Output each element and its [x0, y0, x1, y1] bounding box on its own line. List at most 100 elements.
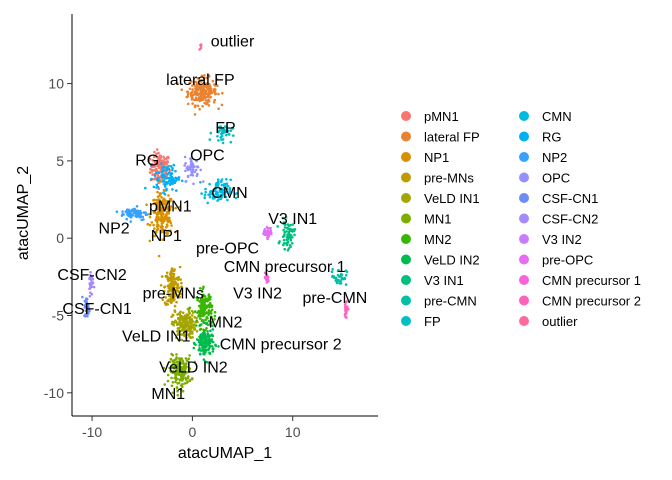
point: [229, 140, 233, 144]
point: [200, 305, 204, 309]
point: [177, 178, 181, 181]
point: [174, 380, 177, 384]
point: [87, 308, 91, 312]
point: [230, 191, 233, 194]
point: [171, 320, 174, 324]
cluster-label: VeLD IN1: [122, 329, 191, 346]
legend-swatch: [401, 254, 411, 265]
point: [188, 306, 192, 310]
point: [210, 338, 214, 341]
point: [201, 295, 204, 298]
point: [206, 330, 209, 333]
point: [192, 323, 196, 327]
point: [190, 314, 194, 317]
cluster-label: FP: [215, 120, 235, 137]
point: [180, 179, 184, 183]
point: [234, 196, 238, 200]
point: [181, 318, 185, 321]
point: [184, 367, 187, 370]
series-v3-in1: [276, 216, 297, 252]
point: [160, 173, 164, 176]
point: [176, 284, 179, 287]
point: [202, 299, 205, 302]
point: [207, 336, 211, 339]
point: [184, 357, 188, 360]
point: [193, 360, 197, 364]
point: [188, 370, 191, 373]
point: [202, 358, 206, 361]
point: [184, 329, 187, 333]
point: [188, 320, 191, 324]
point: [229, 178, 232, 182]
point: [213, 310, 217, 314]
point: [165, 199, 168, 203]
point: [137, 210, 140, 213]
point: [176, 329, 179, 333]
point: [163, 185, 167, 188]
point: [203, 295, 206, 298]
point: [194, 96, 198, 99]
point: [188, 354, 191, 357]
point: [177, 362, 181, 366]
point: [331, 268, 335, 271]
point: [153, 168, 156, 172]
point: [200, 89, 204, 92]
cluster-label: CMN precursor 1: [224, 259, 346, 276]
point: [204, 190, 207, 194]
y-tick-label: 0: [56, 230, 64, 246]
point: [186, 370, 189, 374]
point: [284, 216, 288, 219]
legend-item: NP1: [401, 150, 449, 165]
point: [165, 163, 168, 166]
point: [207, 100, 211, 103]
legend-label: pre-MNs: [424, 171, 474, 186]
point: [172, 277, 175, 281]
legend-label: CMN precursor 2: [542, 294, 641, 309]
point: [214, 184, 218, 187]
point: [168, 200, 171, 203]
point: [125, 211, 128, 214]
point: [180, 285, 183, 289]
series-rg: [144, 162, 184, 196]
point: [344, 315, 347, 319]
legend-label: MN2: [424, 232, 451, 247]
point: [155, 201, 159, 204]
point: [198, 349, 202, 352]
point: [159, 156, 162, 160]
point: [162, 163, 166, 167]
point: [163, 192, 167, 196]
legend-label: NP2: [542, 150, 567, 165]
point: [222, 183, 225, 186]
point: [183, 164, 186, 167]
point: [190, 309, 194, 313]
series-cmn-precursor-2: [343, 300, 350, 319]
point: [192, 182, 195, 186]
point: [175, 336, 178, 340]
point: [189, 168, 192, 172]
point: [163, 290, 166, 293]
point: [165, 271, 169, 275]
point: [188, 312, 192, 315]
point: [220, 103, 224, 107]
point: [198, 80, 201, 83]
point: [158, 192, 162, 195]
point: [183, 155, 187, 159]
cluster-label: outlier: [211, 33, 255, 50]
legend-item: MN2: [401, 232, 451, 247]
point: [170, 298, 173, 302]
point: [204, 349, 207, 352]
point: [195, 174, 199, 178]
point: [269, 229, 273, 232]
series-csf-cn2: [88, 271, 96, 298]
point: [197, 83, 200, 86]
point: [166, 181, 169, 185]
point: [138, 216, 141, 219]
point: [171, 188, 174, 191]
series-pre-mns: [159, 265, 183, 319]
point: [211, 324, 214, 328]
point: [197, 338, 200, 342]
point: [198, 85, 202, 88]
y-tick-label: -5: [52, 308, 65, 324]
point: [173, 366, 176, 370]
point: [210, 192, 214, 196]
